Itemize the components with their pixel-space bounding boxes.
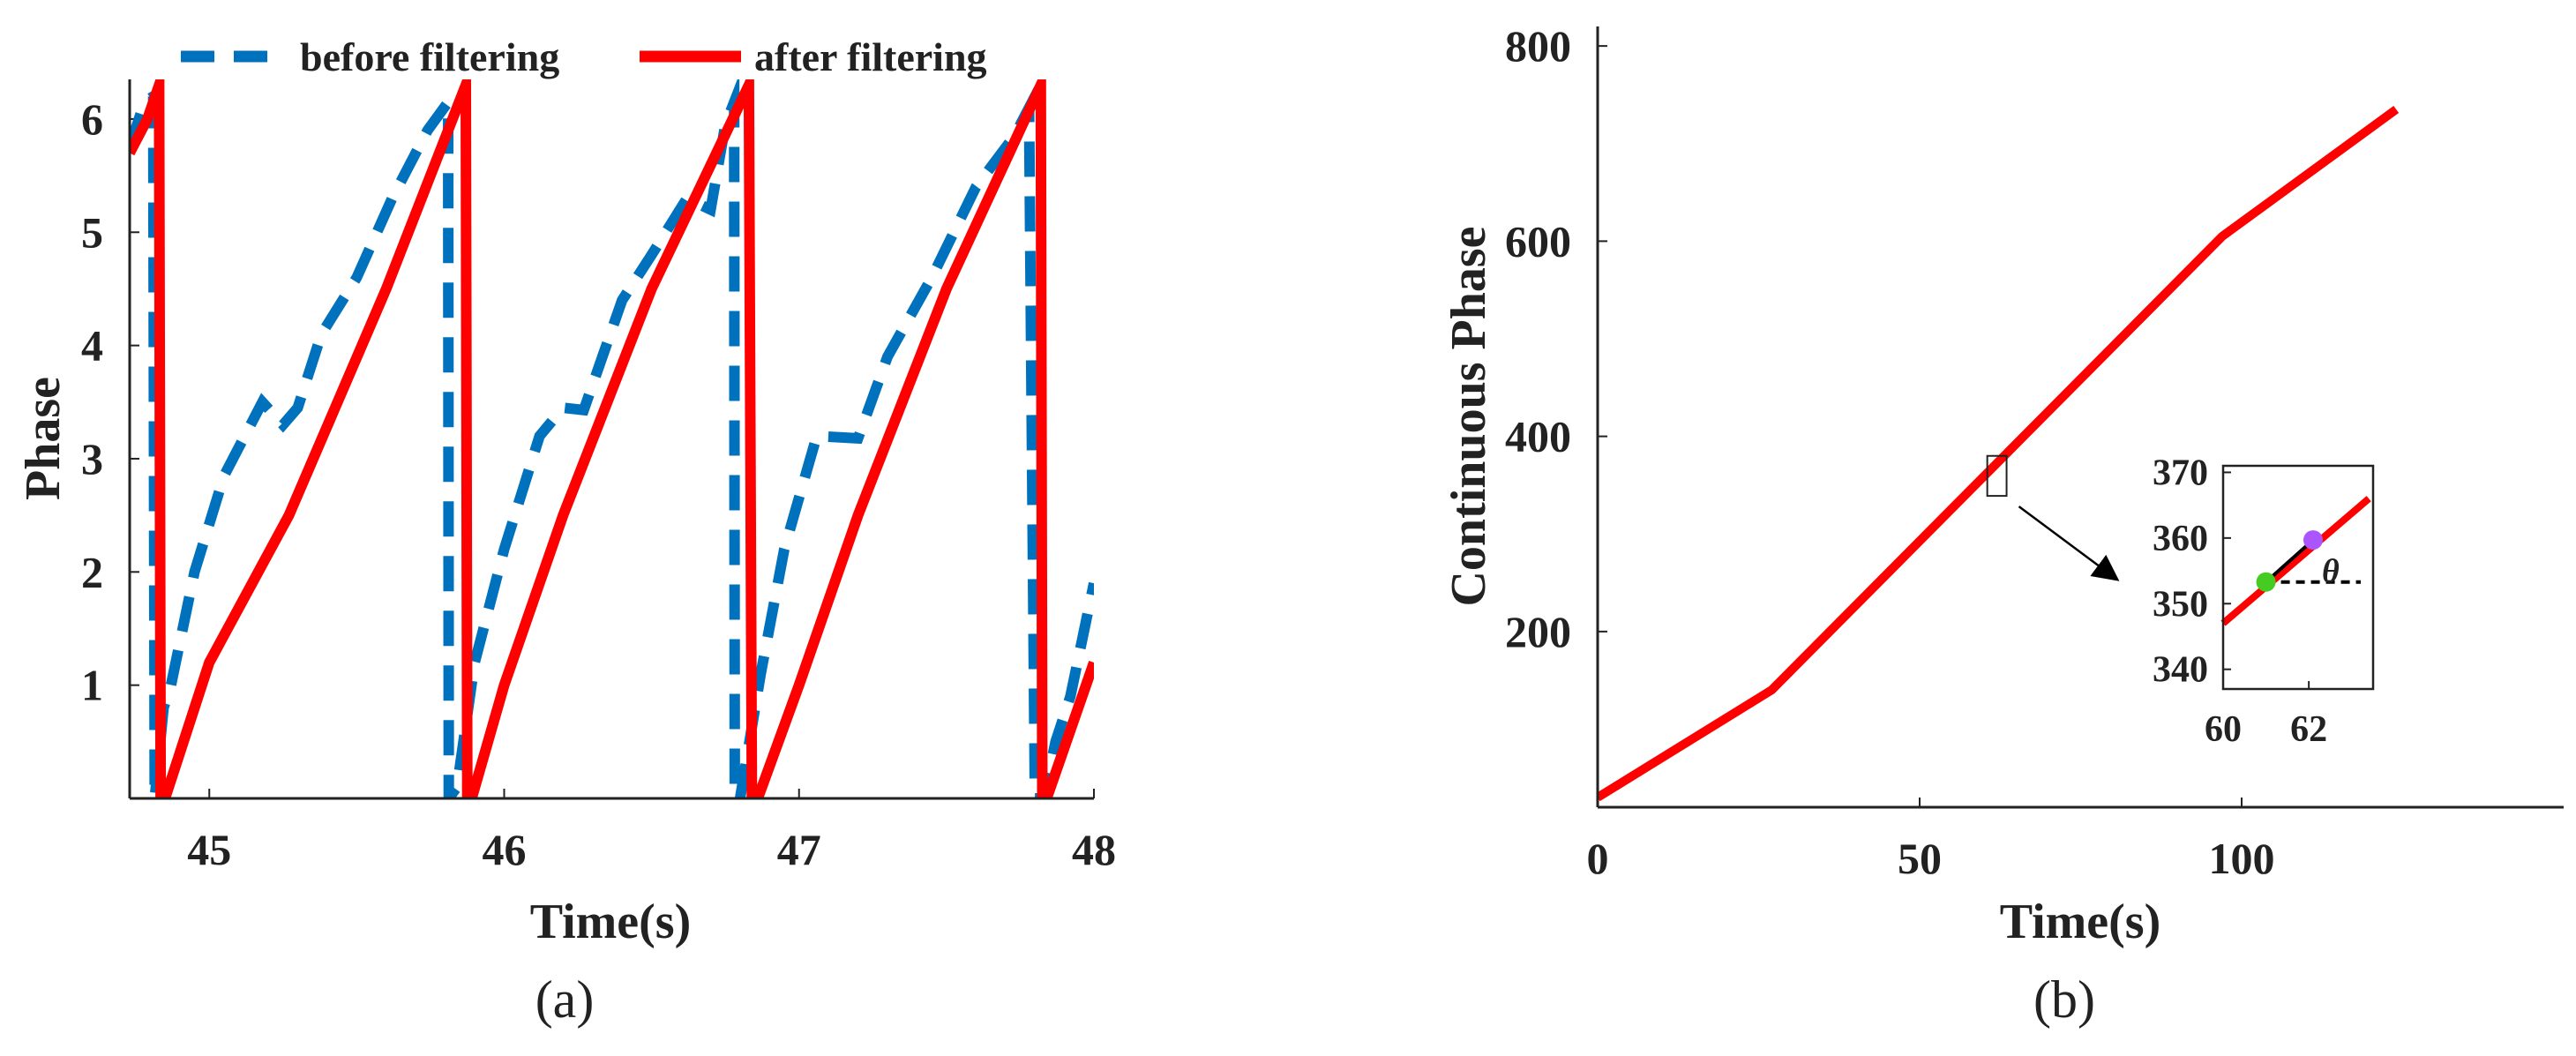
panel-a-label: (a) <box>535 970 595 1029</box>
panel-a-axes <box>128 79 1094 800</box>
inset-frame-fill <box>2223 466 2373 689</box>
panel-a-y-tick-label: 3 <box>81 434 103 483</box>
panel-a-x-tick-label: 48 <box>1072 825 1116 874</box>
panel-b-y-tick-label: 200 <box>1505 607 1571 656</box>
inset-content: 60 62 340 350 360 370 <box>2153 453 2371 750</box>
inset-y-tick-label: 350 <box>2153 584 2208 625</box>
panel-b-x-tick-label: 100 <box>2209 834 2275 883</box>
inset-series-line <box>2220 496 2371 626</box>
legend-label-after-filtering: after filtering <box>754 34 987 79</box>
inset-frame <box>2221 464 2375 691</box>
panel-b-y-tick-label: 600 <box>1505 216 1571 266</box>
inset-y-tick-label: 370 <box>2153 453 2208 493</box>
panel-a-y-tick-label: 4 <box>81 321 103 371</box>
panel-a-legend: before filtering after filtering <box>181 34 987 79</box>
series-line-after-filtering <box>130 79 1094 798</box>
series-line-continuous-phase <box>1598 105 2400 802</box>
panel-a-y-tick-label: 2 <box>81 547 103 596</box>
panel-a-y-tick-label: 6 <box>81 94 103 144</box>
panel-b-label: (b) <box>2033 970 2095 1029</box>
panel-b-x-axis-label: Time(s) <box>2000 895 2161 949</box>
series-line-before-filtering <box>130 79 1094 798</box>
panel-b-zoom-arrow <box>2018 506 2120 581</box>
panel-a-series <box>130 79 1094 798</box>
panel-b-y-axis-label: Continuous Phase <box>1442 226 1496 606</box>
panel-b-y-tick-label: 800 <box>1505 21 1571 71</box>
inset-x-tick-label: 62 <box>2290 709 2327 750</box>
panel-a-y-tick-label: 5 <box>81 207 103 257</box>
panel-b-x-tick-label: 0 <box>1587 834 1609 883</box>
panel-b-inset: 60 62 340 350 360 370 θ <box>2153 453 2375 750</box>
legend-label-before-filtering: before filtering <box>300 34 559 79</box>
inset-chord-line <box>2265 538 2315 584</box>
panel-b-y-tick-label: 400 <box>1505 412 1571 461</box>
panel-b-axes <box>1596 26 2564 809</box>
panel-a-y-axis-label: Phase <box>16 377 71 500</box>
panel-b-x-tick-label: 50 <box>1898 834 1942 883</box>
inset-x-tick-label: 60 <box>2205 709 2242 750</box>
inset-green-point <box>2256 572 2276 592</box>
inset-purple-point <box>2303 530 2323 550</box>
panel-a-x-axis-label: Time(s) <box>530 895 692 949</box>
panel-a-x-tick-label: 47 <box>777 825 821 874</box>
panel-a: before filtering after filtering 45 46 47 4… <box>16 34 1116 1029</box>
inset-y-tick-label: 340 <box>2153 650 2208 691</box>
panel-b-ticks: 0 50 100 200 400 600 800 <box>1505 21 2275 883</box>
inset-y-tick-label: 360 <box>2153 519 2208 559</box>
panel-a-x-tick-label: 45 <box>187 825 231 874</box>
panel-a-x-tick-label: 46 <box>482 825 526 874</box>
panel-b-series <box>1598 105 2400 802</box>
panel-b-highlight-box <box>1986 454 2008 498</box>
panel-b: 0 50 100 200 400 600 800 60 62 340 350 360 370 θ Ti… <box>1442 21 2564 1029</box>
inset-angle-label: θ <box>2322 553 2340 590</box>
panel-a-y-tick-label: 1 <box>81 661 103 710</box>
